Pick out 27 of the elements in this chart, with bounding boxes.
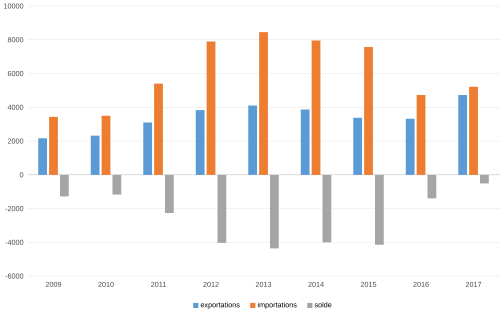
bar [480, 174, 489, 184]
bar [259, 32, 268, 175]
bar [102, 116, 110, 175]
bar [416, 94, 426, 175]
bar [38, 138, 48, 175]
bar [164, 174, 174, 213]
bar [90, 136, 100, 175]
bar [154, 84, 163, 175]
bar [112, 174, 122, 195]
bar [322, 174, 332, 242]
bar [206, 41, 216, 175]
bar [49, 116, 58, 175]
bar [248, 105, 258, 175]
bar [353, 118, 362, 175]
bar [270, 174, 279, 248]
bar [458, 94, 468, 175]
bar [406, 118, 415, 175]
bar [364, 47, 373, 175]
bar [374, 174, 384, 245]
bar [217, 174, 226, 243]
bar [196, 110, 205, 175]
bar [428, 174, 436, 198]
bar [143, 122, 152, 175]
bar [60, 174, 69, 196]
bar [469, 86, 478, 175]
bar [300, 109, 310, 175]
bar [312, 40, 320, 175]
